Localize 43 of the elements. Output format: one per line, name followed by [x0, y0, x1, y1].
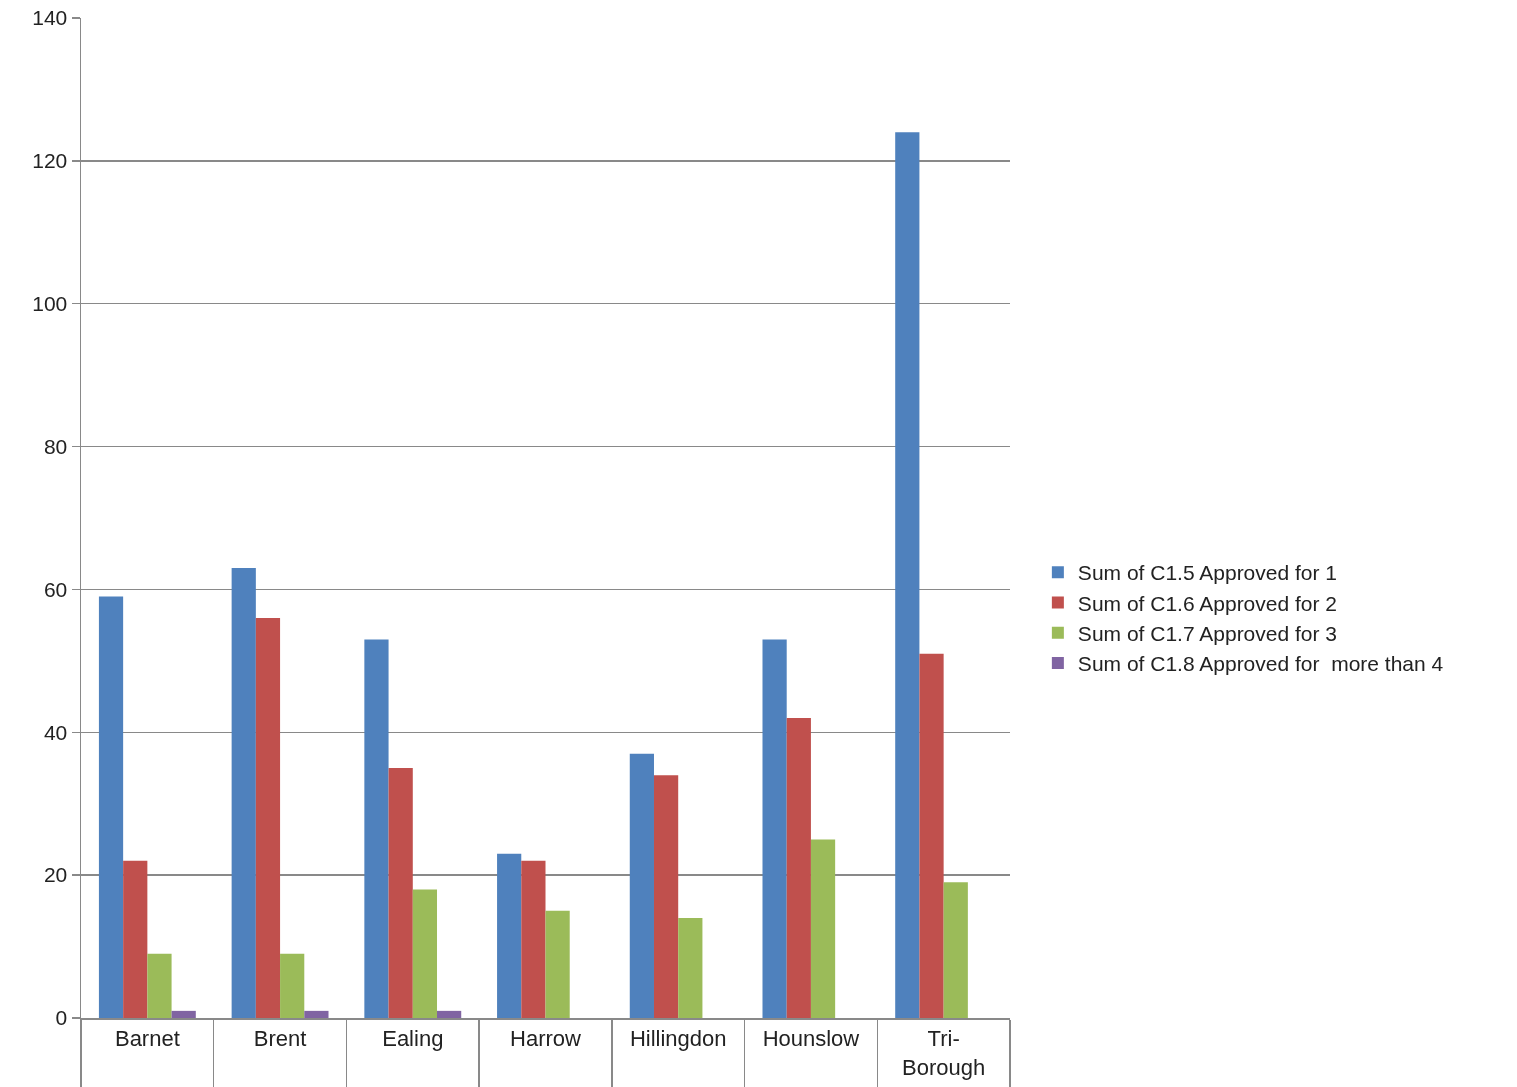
bar [810, 839, 836, 1018]
x-tick-label: Ealing [382, 1025, 444, 1051]
bar [895, 132, 920, 1018]
legend-label: Sum of C1.6 Approved for 2 [1077, 591, 1338, 615]
bar [255, 618, 281, 1018]
bar [629, 753, 654, 1018]
x-tick-label: Harrow [510, 1025, 582, 1051]
x-tick-label: Brent [253, 1025, 307, 1051]
x-tick-label: Hounslow [762, 1025, 860, 1051]
bar [231, 568, 256, 1018]
y-tick-label: 0 [55, 1006, 68, 1030]
x-tick-label: Hillingdon [629, 1025, 727, 1051]
x-tick-label: Tri-Borough [902, 1025, 986, 1080]
y-tick-label: 120 [32, 149, 68, 173]
bar [919, 653, 944, 1018]
bar [786, 718, 811, 1018]
bar [678, 918, 703, 1018]
bar [388, 768, 413, 1018]
y-tick-label: 80 [43, 434, 68, 458]
y-tick-label: 140 [32, 6, 68, 30]
bar [364, 639, 389, 1018]
legend-label: Sum of C1.7 Approved for 3 [1077, 621, 1338, 645]
bar [412, 889, 438, 1018]
y-tick-label: 60 [43, 577, 68, 601]
bar [437, 1010, 462, 1018]
legend-label: Sum of C1.5 Approved for 1 [1077, 561, 1338, 585]
bar [147, 953, 172, 1018]
bar [304, 1010, 329, 1018]
bar [762, 639, 787, 1018]
bar [653, 775, 679, 1018]
bar [98, 596, 124, 1018]
y-tick-label: 20 [43, 863, 68, 887]
x-tick-label: Barnet [114, 1025, 180, 1051]
bar [545, 910, 570, 1018]
bar [521, 860, 546, 1018]
y-tick-label: 100 [32, 292, 68, 316]
bar [123, 860, 148, 1018]
bar [497, 853, 522, 1018]
bar [171, 1010, 196, 1018]
bar [943, 882, 968, 1018]
y-tick-label: 40 [43, 720, 68, 744]
legend-label: Sum of C1.8 Approved for more than 4 [1077, 652, 1444, 676]
bar [280, 953, 305, 1018]
